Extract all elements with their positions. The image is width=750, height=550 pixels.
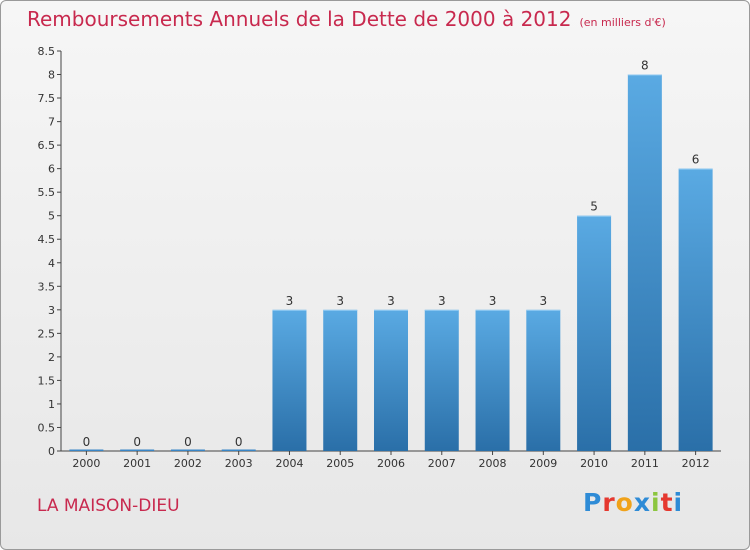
y-tick-label: 5.5	[38, 186, 56, 199]
data-label: 5	[590, 200, 598, 214]
y-tick-label: 2	[48, 351, 55, 364]
bar	[678, 168, 713, 451]
y-tick-label: 6	[48, 163, 55, 176]
y-tick-label: 4.5	[38, 233, 56, 246]
data-label: 0	[133, 435, 141, 449]
proxiti-logo[interactable]: Proxiti	[583, 488, 683, 517]
y-tick-label: 7	[48, 116, 55, 129]
bar	[475, 309, 510, 451]
y-tick-label: 8.5	[38, 45, 56, 58]
y-tick-label: 6.5	[38, 139, 56, 152]
x-tick-label: 2009	[529, 457, 557, 470]
x-tick-label: 2007	[428, 457, 456, 470]
y-tick-label: 7.5	[38, 92, 56, 105]
x-tick-label: 2011	[631, 457, 659, 470]
logo-letter: P	[583, 488, 603, 517]
chart-unit: (en milliers d'€)	[579, 16, 666, 29]
y-tick-label: 8	[48, 69, 55, 82]
chart-title-block: Remboursements Annuels de la Dette de 20…	[27, 7, 666, 31]
bar	[424, 309, 459, 451]
y-tick-label: 0.5	[38, 421, 56, 434]
logo-letter: x	[633, 488, 651, 517]
x-tick-label: 2001	[123, 457, 151, 470]
x-tick-label: 2004	[275, 457, 303, 470]
x-tick-label: 2003	[225, 457, 253, 470]
data-label: 3	[489, 294, 497, 308]
y-tick-label: 1	[48, 398, 55, 411]
x-tick-label: 2010	[580, 457, 608, 470]
data-label: 8	[641, 59, 649, 73]
bar	[374, 309, 408, 451]
x-tick-label: 2000	[72, 457, 100, 470]
data-label: 0	[83, 435, 91, 449]
data-label: 3	[438, 294, 446, 308]
bar	[323, 309, 358, 451]
logo-letter: t	[660, 488, 674, 517]
data-label: 0	[184, 435, 192, 449]
bar	[526, 309, 561, 451]
bar	[627, 74, 662, 451]
y-tick-label: 2.5	[38, 327, 56, 340]
data-label: 6	[692, 153, 700, 167]
x-tick-label: 2008	[479, 457, 507, 470]
data-label: 0	[235, 435, 243, 449]
y-tick-label: 1.5	[38, 374, 56, 387]
bar	[221, 449, 256, 451]
logo-letter: i	[673, 488, 684, 517]
bar	[69, 449, 104, 451]
city-name: LA MAISON-DIEU	[37, 496, 180, 516]
y-tick-label: 3.5	[38, 280, 56, 293]
bar	[170, 449, 205, 451]
x-tick-label: 2012	[682, 457, 710, 470]
logo-letter: o	[615, 488, 634, 517]
logo-letter: r	[602, 488, 616, 517]
data-label: 3	[336, 294, 344, 308]
y-tick-label: 5	[48, 210, 55, 223]
y-tick-label: 4	[48, 257, 55, 270]
data-label: 3	[539, 294, 547, 308]
bar	[120, 449, 155, 451]
data-label: 3	[286, 294, 294, 308]
chart-title: Remboursements Annuels de la Dette de 20…	[27, 7, 572, 31]
x-tick-label: 2006	[377, 457, 405, 470]
data-label: 3	[387, 294, 395, 308]
bar	[577, 215, 612, 451]
y-tick-label: 3	[48, 304, 55, 317]
x-tick-label: 2002	[174, 457, 202, 470]
logo-letter: i	[651, 488, 661, 517]
y-tick-label: 0	[48, 445, 55, 458]
x-tick-label: 2005	[326, 457, 354, 470]
bar	[272, 309, 307, 451]
